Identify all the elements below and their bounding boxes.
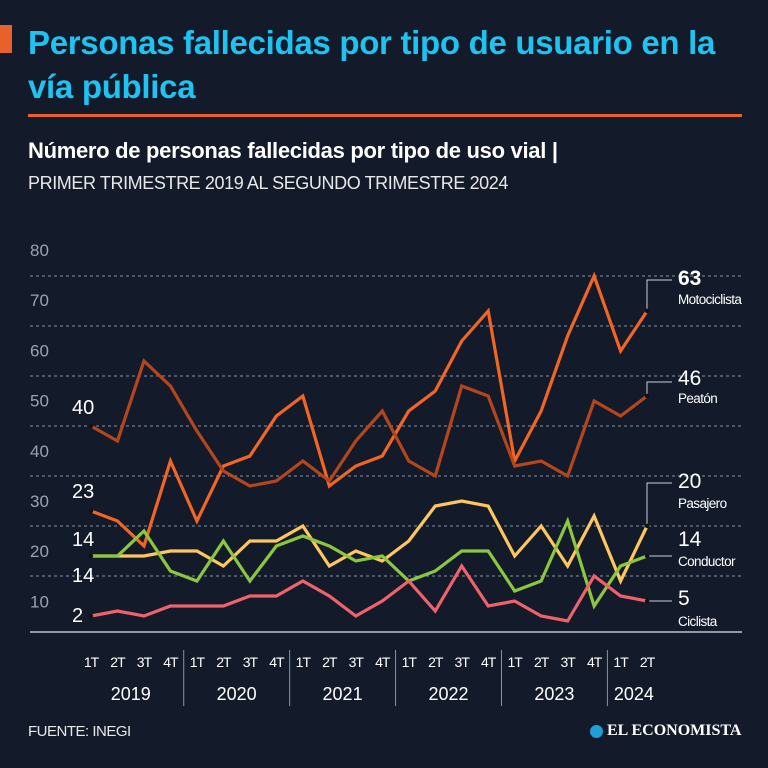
x-tick-label: 2T — [428, 654, 444, 670]
brand-logo: EL ECONOMISTA — [590, 722, 741, 740]
data-point — [88, 508, 94, 514]
data-point — [644, 598, 650, 604]
x-tick-label: 3T — [349, 654, 365, 670]
x-tick-label: 1T — [508, 654, 524, 670]
x-tick-label: 4T — [269, 654, 285, 670]
end-value-label: 14 — [678, 528, 702, 551]
data-point — [644, 393, 650, 399]
series-line-pasajero — [91, 499, 649, 585]
leader-line — [646, 482, 672, 527]
year-label: 2021 — [323, 684, 363, 704]
end-value-label: 46 — [678, 367, 701, 390]
series-name-label: Conductor — [678, 554, 736, 569]
x-tick-label: 1T — [402, 654, 418, 670]
x-tick-label: 4T — [587, 654, 603, 670]
series-line-motociclista — [90, 271, 649, 549]
y-tick-label: 30 — [30, 492, 49, 511]
series-line-peatón — [90, 358, 649, 488]
x-tick-label: 4T — [163, 654, 179, 670]
series-name-label: Motociclista — [678, 292, 742, 307]
x-tick-label: 2T — [110, 654, 126, 670]
leader-line — [646, 279, 672, 311]
page-title: Personas fallecidas por tipo de usuario … — [28, 24, 716, 105]
data-point — [644, 553, 650, 559]
start-value-label: 2 — [72, 605, 83, 627]
x-tick-label: 2T — [216, 654, 232, 670]
series-line-conductor — [91, 516, 648, 610]
year-label: 2024 — [614, 684, 654, 704]
x-tick-label: 2T — [322, 654, 338, 670]
x-tick-label: 2T — [534, 654, 550, 670]
start-value-label: 40 — [72, 397, 94, 419]
data-point — [644, 308, 650, 314]
x-tick-label: 1T — [296, 654, 312, 670]
series-name-label: Pasajero — [678, 496, 727, 511]
x-tick-label: 2T — [640, 654, 656, 670]
start-value-label: 23 — [72, 481, 94, 503]
year-label: 2022 — [428, 684, 468, 704]
start-value-label: 14 — [72, 529, 94, 551]
end-value-label: 5 — [678, 587, 690, 610]
start-value-label: 14 — [72, 565, 94, 587]
x-tick-label: 1T — [84, 654, 100, 670]
x-tick-label: 1T — [190, 654, 206, 670]
data-point — [88, 423, 94, 429]
series-name-label: Ciclista — [678, 614, 718, 629]
data-point — [644, 523, 650, 529]
chart-subtitle: PRIMER TRIMESTRE 2019 AL SEGUNDO TRIMEST… — [28, 173, 509, 193]
y-tick-label: 70 — [30, 291, 49, 310]
data-point — [88, 613, 94, 619]
x-tick-label: 3T — [137, 654, 153, 670]
y-tick-label: 20 — [30, 542, 49, 561]
end-value-label: 20 — [678, 470, 701, 493]
series-line-ciclista — [90, 562, 648, 623]
x-tick-label: 3T — [455, 654, 471, 670]
source-note: FUENTE: INEGI — [28, 723, 131, 740]
x-tick-label: 4T — [375, 654, 391, 670]
year-label: 2019 — [111, 684, 151, 704]
x-tick-label: 1T — [613, 654, 629, 670]
globe-icon — [590, 724, 603, 738]
year-label: 2020 — [217, 684, 257, 704]
year-label: 2023 — [534, 684, 574, 704]
end-value-label: 63 — [678, 267, 701, 290]
data-point — [88, 553, 94, 559]
title-divider — [28, 114, 742, 117]
leader-line — [646, 381, 672, 398]
chart-title: Número de personas fallecidas por tipo d… — [28, 138, 558, 163]
brand-name: EL ECONOMISTA — [607, 722, 742, 739]
y-tick-label: 50 — [30, 392, 49, 411]
y-tick-label: 40 — [30, 442, 49, 461]
y-tick-label: 80 — [30, 241, 49, 260]
series-name-label: Peatón — [678, 391, 717, 406]
y-tick-label: 60 — [30, 341, 49, 360]
x-tick-label: 3T — [243, 654, 259, 670]
x-tick-label: 3T — [560, 654, 576, 670]
x-tick-label: 4T — [481, 654, 497, 670]
y-tick-label: 10 — [30, 592, 49, 611]
title-accent-bar — [0, 25, 12, 53]
